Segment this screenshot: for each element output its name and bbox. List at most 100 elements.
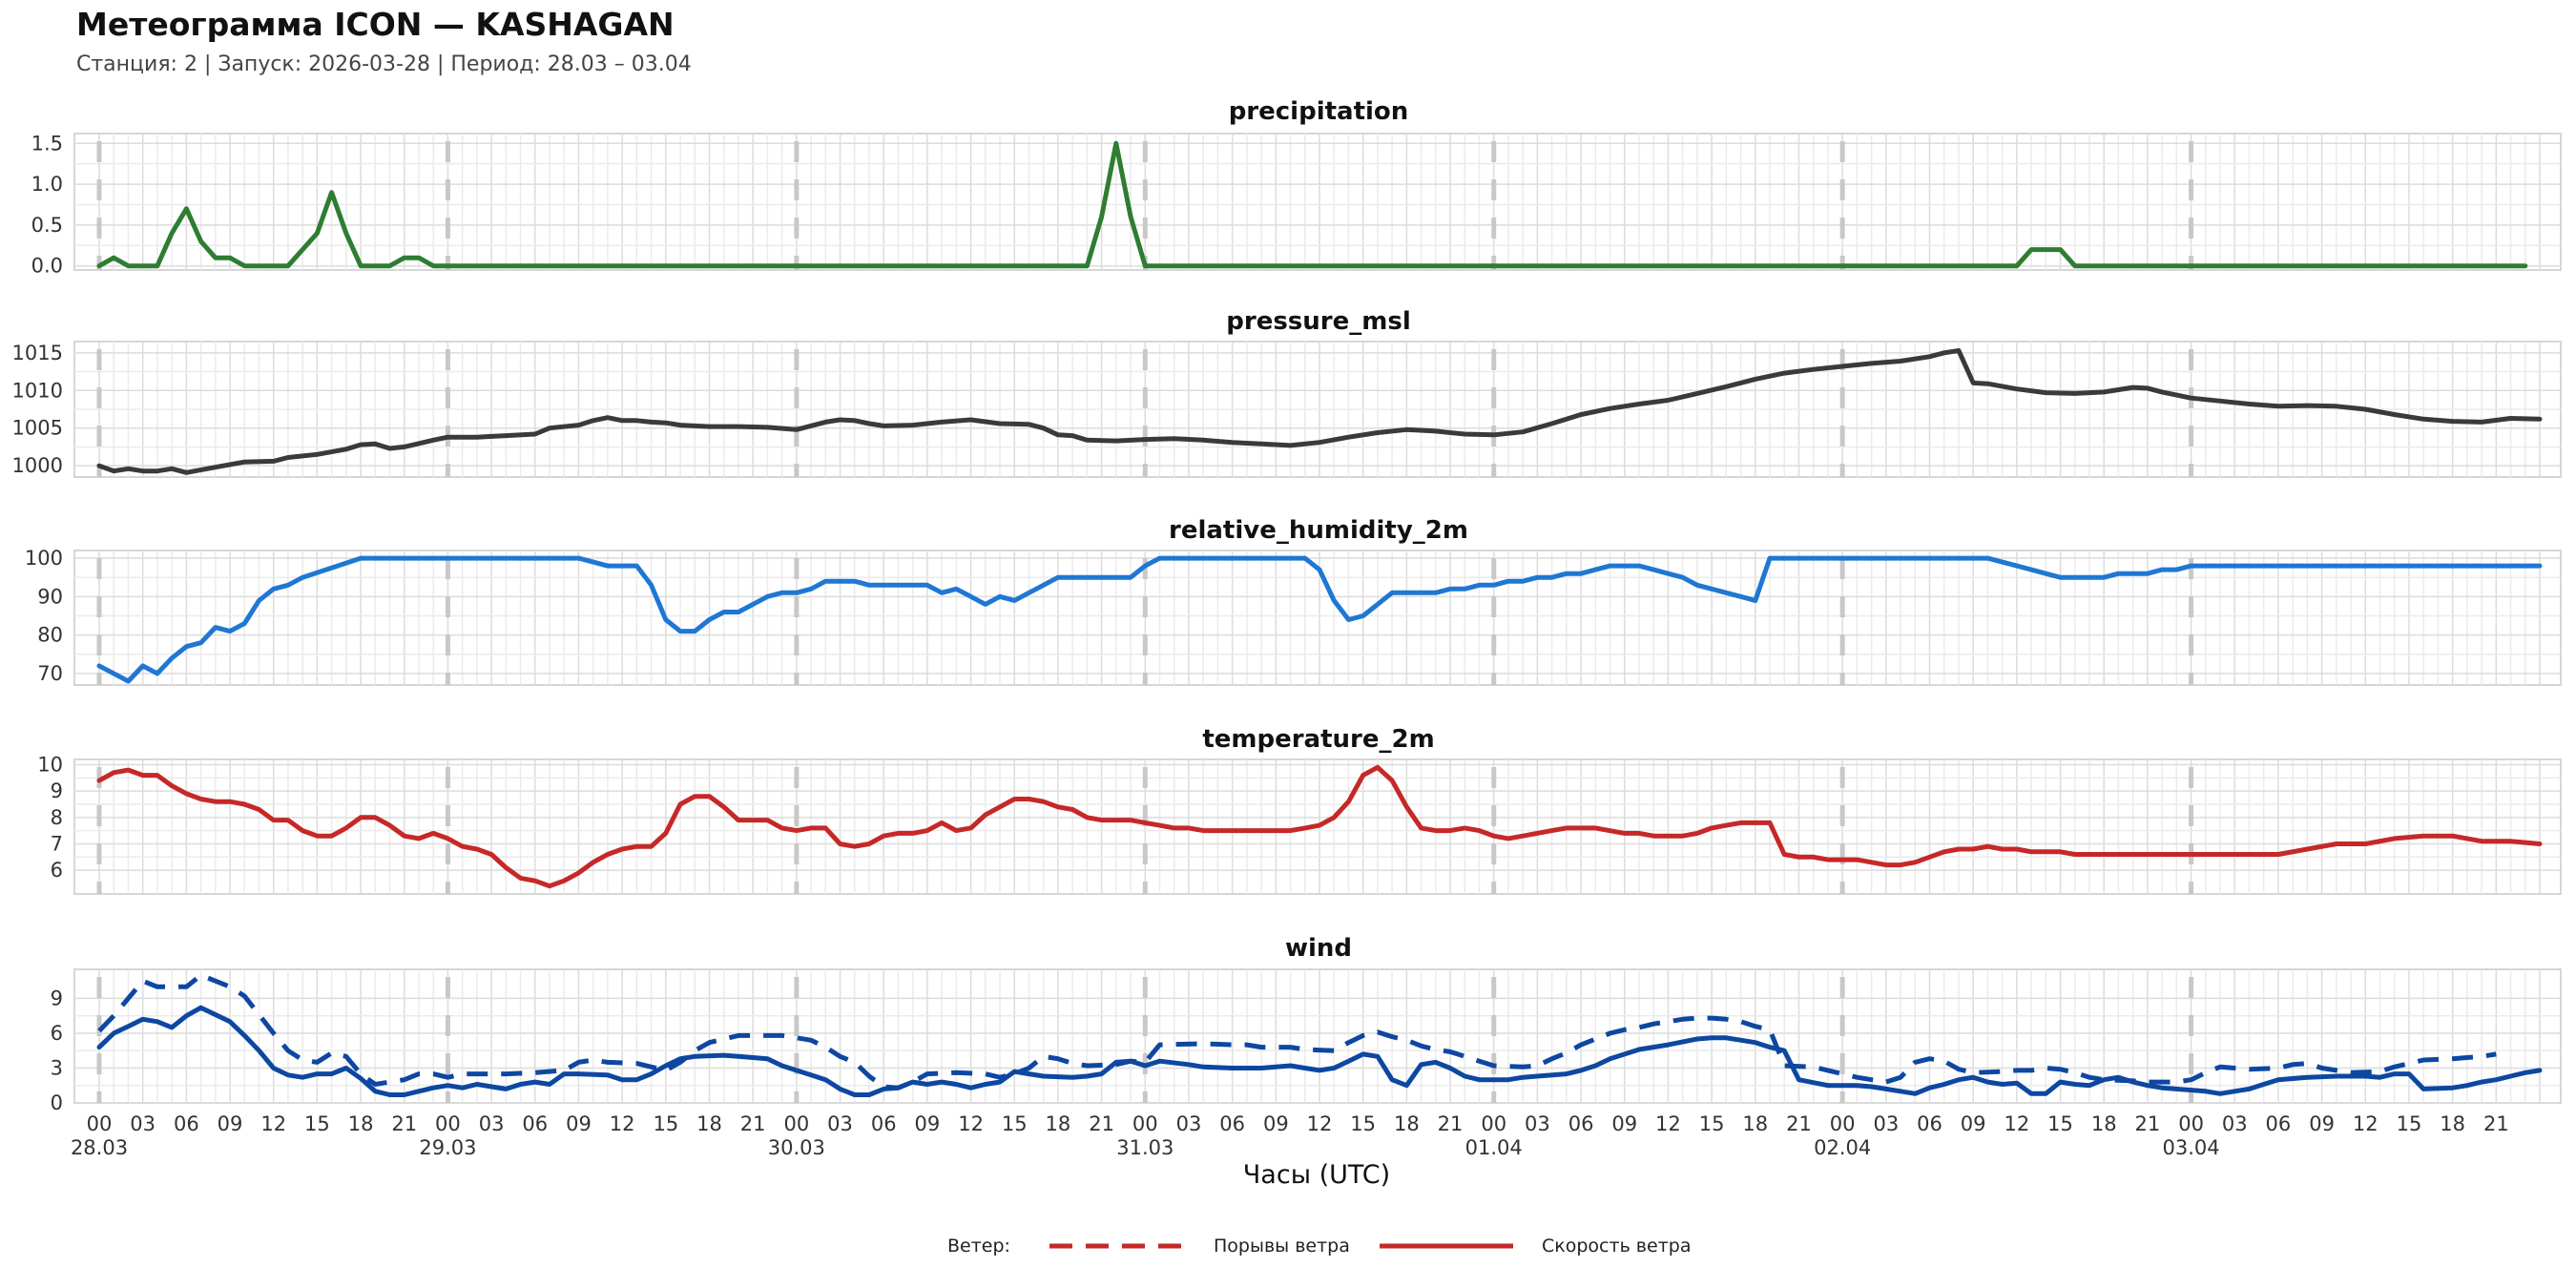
series-line-solid bbox=[96, 1005, 2543, 1097]
panel-frame bbox=[73, 133, 2562, 271]
x-tick-label: 00 bbox=[1830, 1112, 1856, 1135]
x-tick-label: 03 bbox=[1176, 1112, 1202, 1135]
x-tick-label: 03 bbox=[1873, 1112, 1899, 1135]
x-tick-label: 21 bbox=[1786, 1112, 1812, 1135]
x-tick-label: 09 bbox=[2309, 1112, 2335, 1135]
series-line-solid bbox=[96, 555, 2543, 684]
x-tick-label: 03 bbox=[1525, 1112, 1550, 1135]
x-tick-label: 12 bbox=[1655, 1112, 1681, 1135]
y-tick-label: 9 bbox=[51, 779, 63, 802]
y-tick-label: 10 bbox=[37, 754, 63, 777]
x-tick-label: 09 bbox=[218, 1112, 243, 1135]
x-tick-label: 18 bbox=[2091, 1112, 2117, 1135]
x-tick-label: 15 bbox=[2047, 1112, 2073, 1135]
panel-title: precipitation bbox=[1229, 97, 1409, 126]
x-tick-label: 09 bbox=[566, 1112, 592, 1135]
x-tick-label: 12 bbox=[2353, 1112, 2379, 1135]
y-tick-label: 1.0 bbox=[31, 173, 63, 196]
y-tick-label: 1000 bbox=[12, 454, 63, 477]
x-tick-label: 21 bbox=[2135, 1112, 2161, 1135]
y-tick-label: 1015 bbox=[12, 342, 63, 364]
y-tick-label: 7 bbox=[51, 832, 63, 855]
x-tick-label: 06 bbox=[1917, 1112, 1942, 1135]
header: Метеограмма ICON — KASHAGAN Станция: 2 |… bbox=[76, 6, 692, 78]
x-tick-label: 09 bbox=[1263, 1112, 1289, 1135]
x-tick-label: 21 bbox=[1438, 1112, 1464, 1135]
page-title: Метеограмма ICON — KASHAGAN bbox=[76, 6, 675, 43]
x-tick-label: 00 bbox=[1132, 1112, 1158, 1135]
series-line-solid bbox=[96, 764, 2543, 889]
y-tick-label: 6 bbox=[51, 859, 63, 882]
x-tick-label: 06 bbox=[174, 1112, 199, 1135]
panel-wind: 0 3 6 9 wind bbox=[51, 934, 2562, 1114]
x-tick-label: 06 bbox=[871, 1112, 897, 1135]
panel-title: temperature_2m bbox=[1202, 725, 1434, 754]
x-tick-label: 06 bbox=[522, 1112, 548, 1135]
panel-temperature_2m: 6 7 8 910 temperature_2m bbox=[37, 725, 2562, 895]
x-tick-label: 12 bbox=[958, 1112, 984, 1135]
y-tick-label: 90 bbox=[37, 585, 63, 608]
x-tick-label: 18 bbox=[1742, 1112, 1768, 1135]
x-tick-label: 18 bbox=[2440, 1112, 2465, 1135]
x-tick-label: 03 bbox=[479, 1112, 505, 1135]
y-tick-label: 3 bbox=[51, 1056, 63, 1079]
panel-frame bbox=[73, 968, 2562, 1104]
x-tick-label: 12 bbox=[610, 1112, 635, 1135]
x-tick-label: 12 bbox=[1307, 1112, 1333, 1135]
legend-speed-label: Скорость ветра bbox=[1542, 1236, 1691, 1257]
y-tick-label: 1.5 bbox=[31, 132, 63, 155]
legend-title: Ветер: bbox=[947, 1236, 1010, 1257]
x-tick-label: 12 bbox=[2004, 1112, 2029, 1135]
x-day-label: 02.04 bbox=[1814, 1136, 1871, 1159]
y-tick-label: 80 bbox=[37, 624, 63, 647]
x-day-label: 03.04 bbox=[2163, 1136, 2220, 1159]
x-tick-label: 00 bbox=[1481, 1112, 1506, 1135]
x-tick-label: 00 bbox=[435, 1112, 461, 1135]
panel-title: pressure_msl bbox=[1226, 307, 1410, 336]
x-tick-label: 21 bbox=[2483, 1112, 2509, 1135]
x-tick-label: 15 bbox=[1002, 1112, 1028, 1135]
legend: Ветер: Порывы ветра Скорость ветра bbox=[947, 1236, 1691, 1257]
x-tick-label: 09 bbox=[915, 1112, 941, 1135]
series-line-solid bbox=[96, 140, 2528, 269]
x-tick-label: 00 bbox=[2178, 1112, 2204, 1135]
x-tick-label: 18 bbox=[348, 1112, 374, 1135]
series-line-solid bbox=[96, 348, 2543, 475]
x-axis: 00 03 06 09 12 15 18 21 00 03 06 09 12 15 18 21 00 03 06 09… bbox=[71, 1112, 2509, 1159]
x-tick-label: 15 bbox=[1350, 1112, 1376, 1135]
x-tick-label: 03 bbox=[2222, 1112, 2248, 1135]
series-line-dashed bbox=[97, 972, 2497, 1091]
panel-title: relative_humidity_2m bbox=[1169, 516, 1468, 545]
legend-gust-label: Порывы ветра bbox=[1214, 1236, 1350, 1257]
y-tick-label: 8 bbox=[51, 806, 63, 829]
panels-layer: 0.00.51.01.5precipitation100010051010101… bbox=[12, 97, 2562, 1114]
x-day-label: 28.03 bbox=[71, 1136, 128, 1159]
x-tick-label: 18 bbox=[696, 1112, 722, 1135]
x-tick-label: 00 bbox=[783, 1112, 809, 1135]
y-tick-label: 1005 bbox=[12, 417, 63, 440]
x-tick-label: 18 bbox=[1394, 1112, 1420, 1135]
y-tick-label: 0 bbox=[51, 1091, 63, 1114]
y-tick-label: 0.5 bbox=[31, 214, 63, 237]
x-tick-label: 18 bbox=[1046, 1112, 1071, 1135]
panel-title: wind bbox=[1285, 934, 1352, 963]
x-tick-label: 03 bbox=[130, 1112, 156, 1135]
x-tick-label: 15 bbox=[304, 1112, 330, 1135]
y-tick-label: 70 bbox=[37, 662, 63, 685]
y-tick-label: 1010 bbox=[12, 379, 63, 402]
x-tick-label: 15 bbox=[653, 1112, 678, 1135]
x-tick-label: 21 bbox=[1089, 1112, 1114, 1135]
x-day-label: 29.03 bbox=[419, 1136, 476, 1159]
x-tick-label: 06 bbox=[1568, 1112, 1594, 1135]
y-tick-label: 9 bbox=[51, 987, 63, 1009]
x-day-label: 31.03 bbox=[1116, 1136, 1174, 1159]
y-tick-label: 6 bbox=[51, 1022, 63, 1045]
x-tick-label: 21 bbox=[740, 1112, 766, 1135]
x-tick-label: 09 bbox=[1961, 1112, 1986, 1135]
x-day-label: 01.04 bbox=[1465, 1136, 1523, 1159]
page-subtitle: Станция: 2 | Запуск: 2026-03-28 | Период… bbox=[76, 52, 692, 76]
x-tick-label: 12 bbox=[260, 1112, 286, 1135]
x-tick-label: 06 bbox=[2266, 1112, 2292, 1135]
y-tick-label: 100 bbox=[25, 547, 63, 570]
